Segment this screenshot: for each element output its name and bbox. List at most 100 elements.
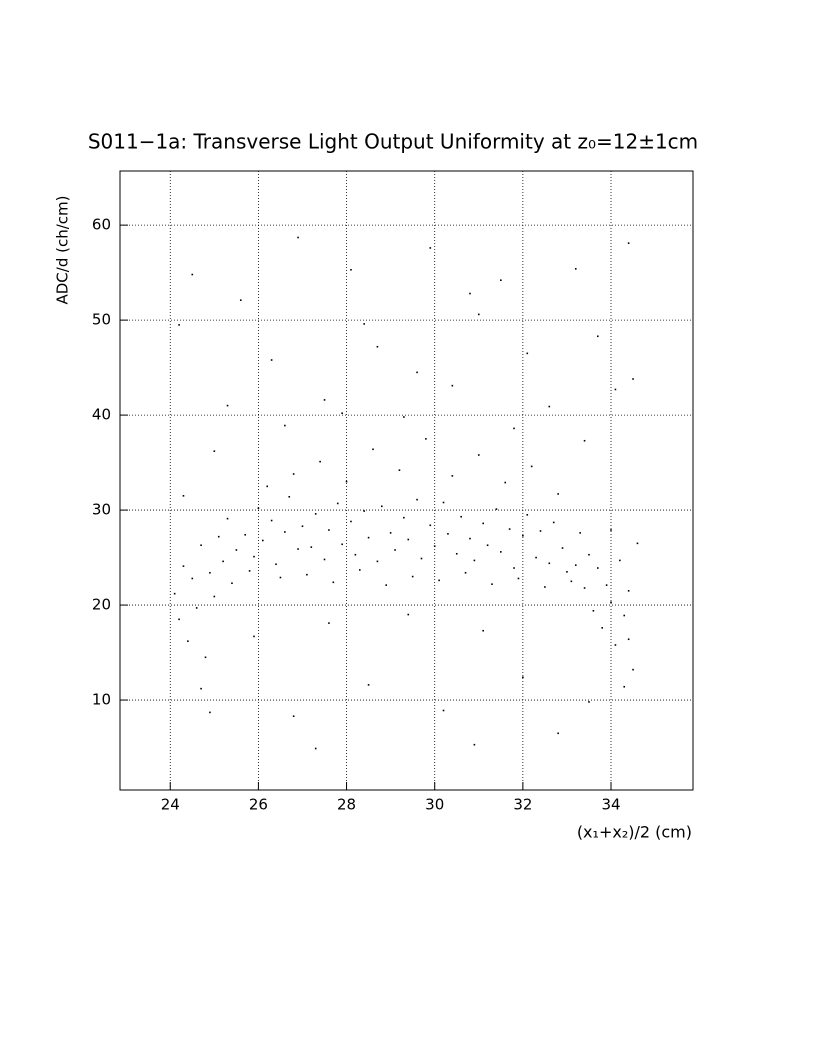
plot-frame	[119, 170, 694, 791]
point	[627, 242, 630, 244]
point	[522, 534, 524, 537]
point	[195, 607, 198, 609]
point	[627, 590, 630, 592]
point	[619, 559, 621, 562]
point	[314, 513, 317, 515]
point	[253, 555, 255, 558]
point	[244, 533, 246, 536]
point	[363, 323, 365, 325]
point	[345, 480, 348, 483]
point	[513, 427, 515, 430]
point	[535, 556, 537, 559]
point	[266, 485, 269, 488]
point	[358, 569, 361, 571]
point	[544, 586, 546, 588]
point	[433, 545, 436, 547]
point	[455, 552, 458, 555]
point	[583, 439, 586, 442]
point	[376, 345, 379, 348]
y-tick-label: 20	[92, 596, 111, 614]
point	[420, 557, 423, 560]
point	[367, 684, 370, 686]
point	[548, 562, 551, 565]
point	[297, 236, 299, 239]
point	[623, 685, 626, 688]
point	[173, 592, 176, 595]
point	[504, 481, 507, 484]
point	[403, 516, 405, 519]
point	[394, 549, 396, 551]
x-axis-label: (x₁+x₂)/2 (cm)	[577, 823, 692, 842]
point	[416, 371, 418, 374]
point	[213, 595, 216, 598]
point	[447, 533, 449, 535]
point	[191, 577, 194, 580]
point	[191, 273, 194, 276]
point	[526, 352, 529, 355]
point	[209, 711, 211, 714]
point	[217, 535, 220, 538]
point	[429, 524, 432, 527]
point	[306, 573, 308, 576]
point	[500, 551, 502, 553]
y-axis-label: ADC/d (ch/cm)	[54, 196, 72, 305]
chart-title: S011−1a: Transverse Light Output Uniform…	[88, 130, 698, 154]
point	[473, 559, 476, 562]
point	[460, 515, 462, 518]
point	[407, 613, 410, 616]
point	[451, 384, 454, 387]
point	[341, 543, 343, 546]
point	[367, 536, 370, 539]
point	[257, 507, 260, 509]
point	[469, 292, 471, 295]
point	[592, 609, 595, 612]
point	[372, 448, 374, 451]
point	[182, 495, 185, 497]
point	[614, 388, 617, 391]
point	[557, 732, 559, 735]
point	[319, 460, 321, 463]
point	[284, 531, 286, 533]
point	[473, 743, 476, 746]
point	[239, 299, 242, 301]
point	[601, 627, 604, 629]
y-tick-label: 60	[92, 216, 111, 234]
point	[539, 530, 542, 532]
point	[178, 324, 180, 326]
point	[398, 469, 401, 471]
point	[301, 525, 304, 528]
point	[209, 571, 211, 574]
point	[178, 618, 180, 621]
point	[323, 399, 326, 401]
point	[469, 537, 471, 540]
point	[226, 404, 229, 407]
point	[442, 501, 445, 504]
point	[328, 622, 330, 624]
point	[429, 247, 432, 249]
point	[482, 522, 484, 525]
point	[627, 638, 630, 641]
x-tick-label: 28	[337, 796, 356, 814]
point	[292, 715, 295, 717]
point	[292, 473, 295, 475]
point	[407, 538, 410, 541]
point	[253, 635, 255, 638]
point	[557, 493, 559, 495]
point	[566, 571, 568, 573]
point	[486, 544, 489, 547]
point	[270, 519, 273, 522]
y-tick-label: 40	[92, 406, 111, 424]
point	[226, 517, 229, 520]
point	[270, 359, 273, 361]
point	[262, 539, 264, 542]
point	[495, 508, 498, 510]
point	[438, 579, 440, 582]
point	[204, 656, 207, 659]
point	[376, 560, 379, 563]
point	[596, 335, 599, 338]
point	[341, 412, 343, 415]
point	[477, 313, 480, 316]
point	[411, 575, 414, 578]
point	[350, 268, 352, 271]
